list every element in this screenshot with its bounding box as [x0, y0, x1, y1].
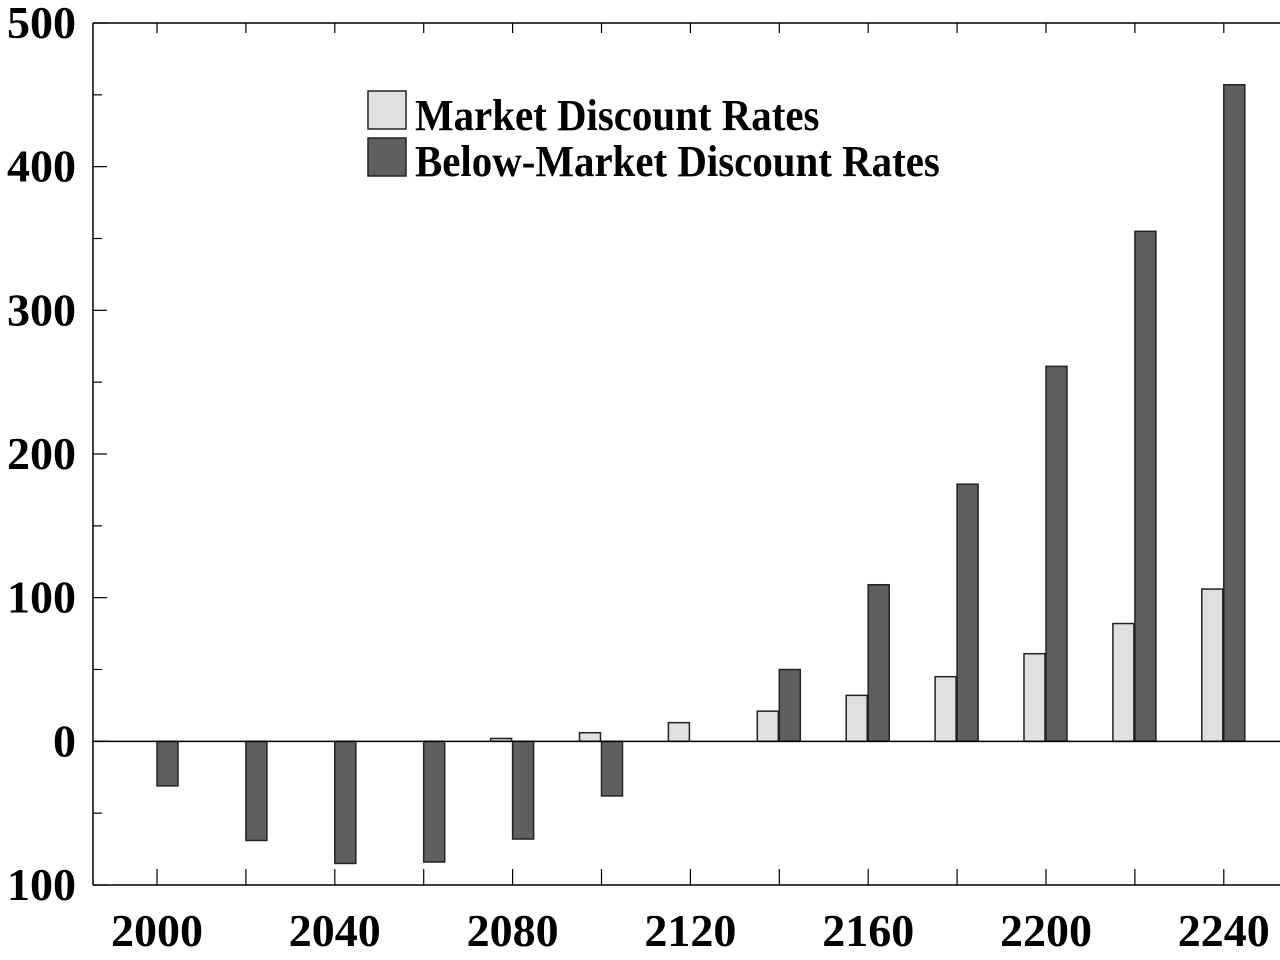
y-tick-label: 0	[53, 715, 76, 766]
bar-below-market-2020	[245, 740, 268, 842]
y-tick-label: 100	[7, 572, 76, 623]
legend-label-below-market: Below-Market Discount Rates	[415, 138, 940, 187]
bar-market-2100	[578, 731, 602, 743]
legend: Market Discount Rates Below-Market Disco…	[367, 90, 940, 187]
bar-below-market-2080	[511, 740, 535, 840]
bar-market-2160	[845, 694, 868, 743]
bars	[156, 84, 1246, 865]
bar-market-2220	[1112, 622, 1135, 743]
bar-market-2200	[1023, 652, 1046, 743]
y-tick-label: 200	[7, 428, 76, 479]
bar-market-2120	[667, 721, 691, 743]
y-tick-label: 500	[7, 0, 76, 48]
bar-below-market-2000	[156, 740, 179, 787]
bar-below-market-2040	[334, 740, 357, 865]
legend-swatch-market	[367, 90, 407, 130]
bar-market-2180	[934, 675, 957, 743]
bar-below-market-2140	[778, 668, 802, 743]
x-tick-label: 2120	[644, 905, 736, 956]
y-tick-label: 400	[7, 141, 76, 192]
y-tick-label: 100	[7, 859, 76, 910]
bar-below-market-2180	[956, 483, 979, 743]
bar-below-market-2240	[1223, 84, 1246, 743]
x-tick-label: 2040	[289, 905, 381, 956]
bar-market-2140	[756, 710, 780, 743]
bar-below-market-2220	[1134, 230, 1157, 743]
bar-market-2240	[1201, 588, 1224, 743]
x-tick-label: 2200	[1000, 905, 1092, 956]
legend-label-market: Market Discount Rates	[415, 92, 819, 141]
x-tick-label: 2160	[822, 905, 914, 956]
x-tick-label: 2080	[467, 905, 559, 956]
bar-below-market-2100	[600, 740, 624, 797]
axes: 500 400 300 200 100 0 100 2000 2040 2080 2120 2160 2…	[7, 0, 1280, 956]
y-tick-label: 300	[7, 284, 76, 335]
x-tick-label: 2240	[1178, 905, 1270, 956]
bar-below-market-2200	[1045, 365, 1068, 743]
x-tick-label: 2000	[111, 905, 203, 956]
bar-below-market-2160	[867, 583, 890, 743]
bar-below-market-2060	[422, 740, 446, 863]
legend-swatch-below-market	[367, 137, 407, 177]
